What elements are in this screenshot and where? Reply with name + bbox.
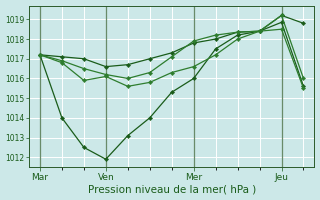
X-axis label: Pression niveau de la mer( hPa ): Pression niveau de la mer( hPa ) bbox=[88, 184, 256, 194]
